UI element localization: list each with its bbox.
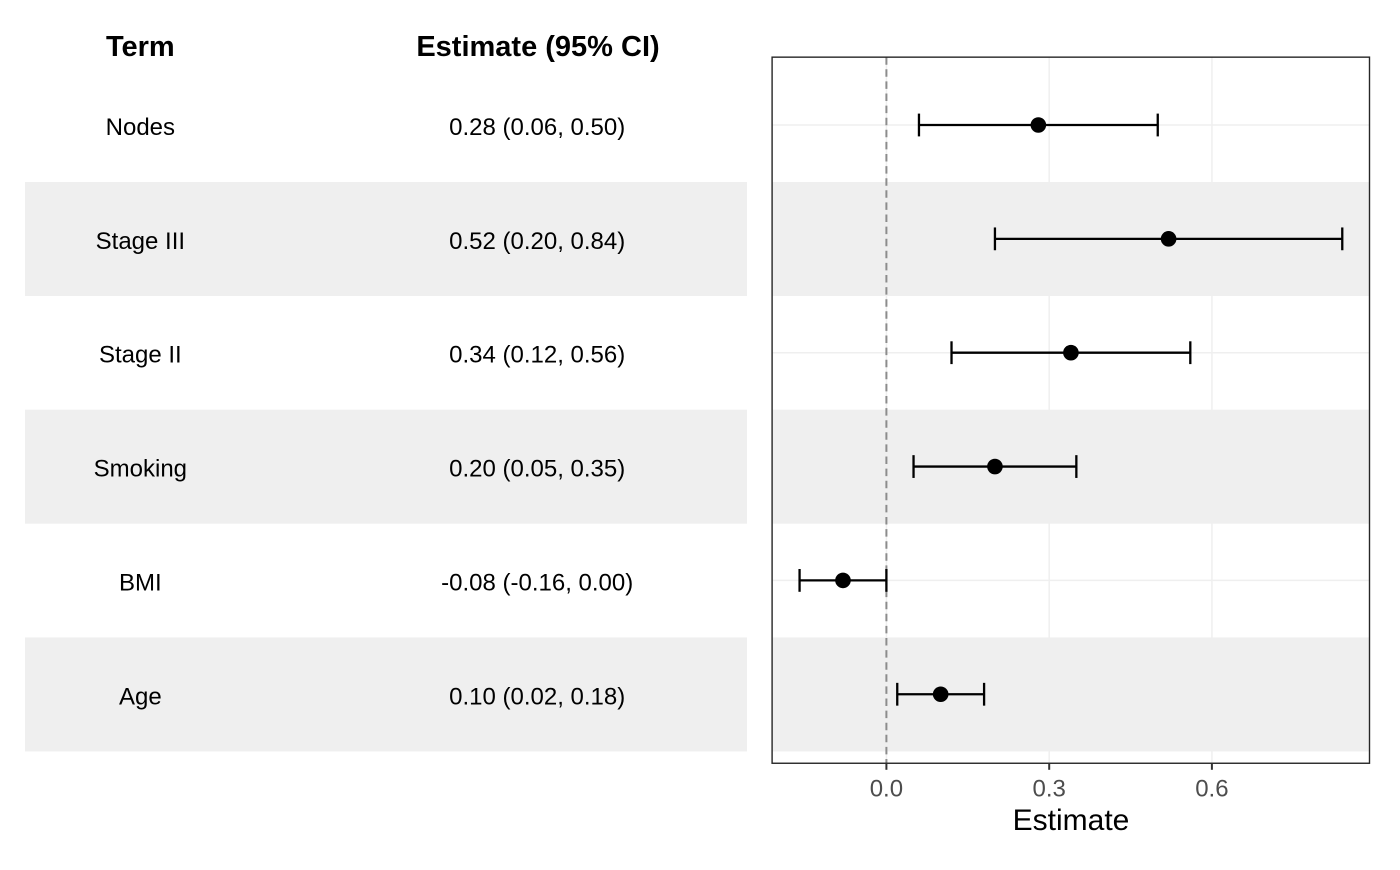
svg-text:BMI: BMI [119, 569, 162, 596]
svg-text:0.6: 0.6 [1195, 776, 1228, 803]
svg-text:0.10 (0.02, 0.18): 0.10 (0.02, 0.18) [449, 683, 625, 710]
svg-text:Smoking: Smoking [94, 456, 187, 483]
svg-text:0.20 (0.05, 0.35): 0.20 (0.05, 0.35) [449, 456, 625, 483]
svg-text:Term: Term [106, 31, 175, 63]
svg-text:0.34 (0.12, 0.56): 0.34 (0.12, 0.56) [449, 342, 625, 369]
svg-text:Nodes: Nodes [106, 114, 175, 141]
svg-text:0.28 (0.06, 0.50): 0.28 (0.06, 0.50) [449, 114, 625, 141]
svg-text:Stage II: Stage II [99, 342, 182, 369]
svg-text:0.0: 0.0 [870, 776, 903, 803]
svg-text:Estimate: Estimate [1013, 804, 1130, 837]
svg-text:0.52 (0.20, 0.84): 0.52 (0.20, 0.84) [449, 228, 625, 255]
svg-text:Stage III: Stage III [96, 228, 185, 255]
svg-text:0.3: 0.3 [1033, 776, 1066, 803]
svg-text:Estimate (95% CI): Estimate (95% CI) [416, 31, 659, 63]
svg-text:Age: Age [119, 683, 162, 710]
svg-text:-0.08 (-0.16, 0.00): -0.08 (-0.16, 0.00) [441, 569, 633, 596]
